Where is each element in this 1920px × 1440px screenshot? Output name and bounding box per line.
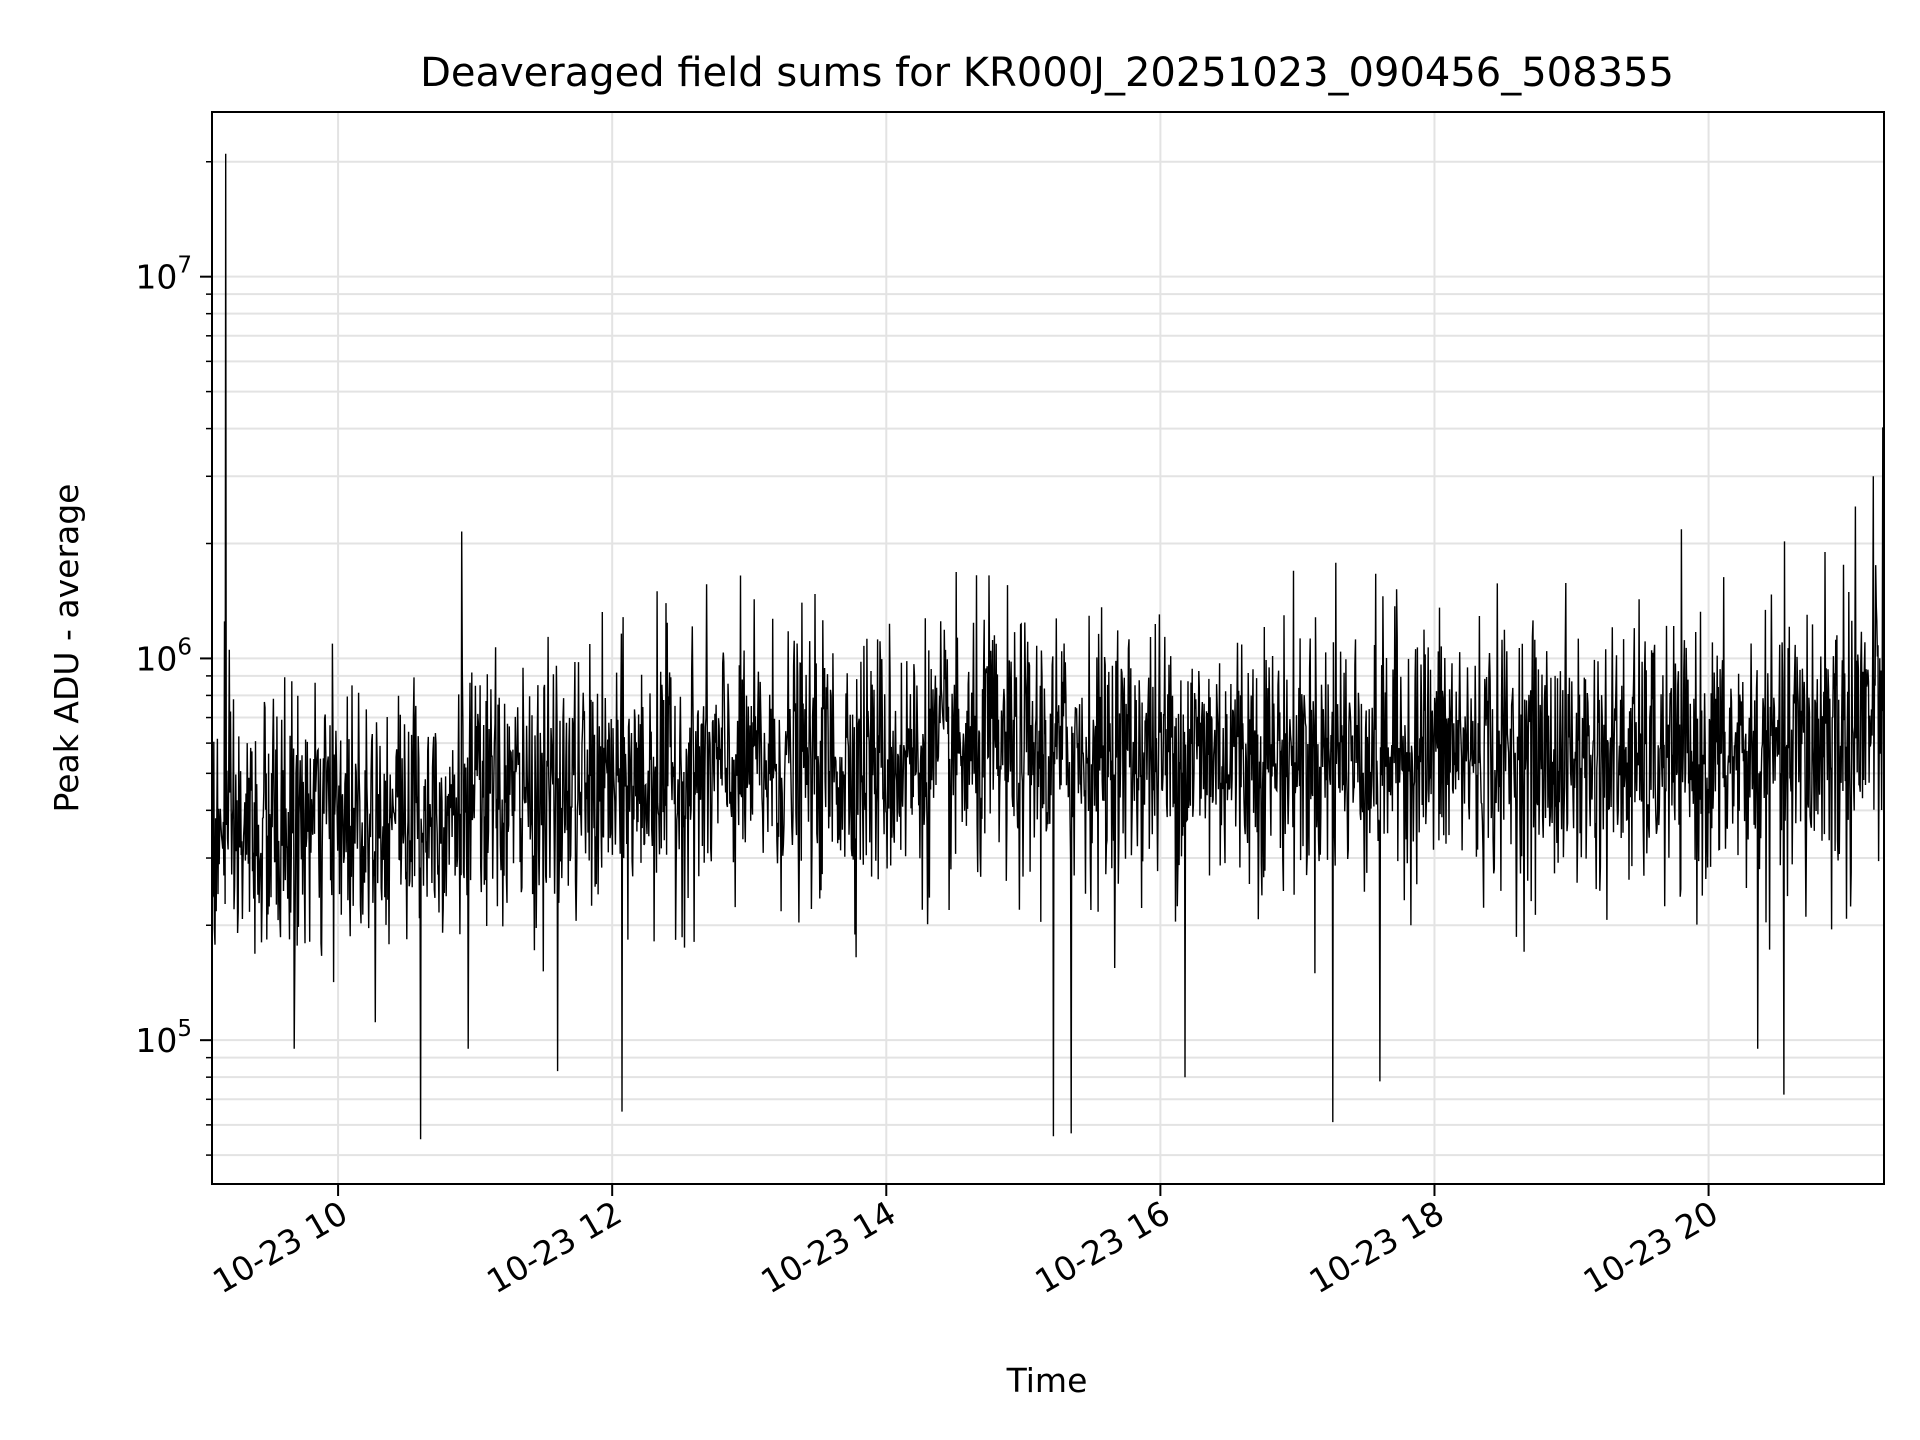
y-tick-label: 107 <box>135 253 192 297</box>
y-axis: 105 106 107 <box>135 161 212 1156</box>
series-line <box>212 153 1884 1140</box>
y-axis-title: Peak ADU - average <box>47 484 86 813</box>
plot-area-frame <box>211 111 1885 1185</box>
y-tick-label: 106 <box>135 634 192 678</box>
y-tick-label: 105 <box>135 1016 192 1060</box>
x-axis-title: Time <box>1006 1361 1088 1400</box>
chart-title: Deaveraged field sums for KR000J_2025102… <box>420 50 1674 96</box>
